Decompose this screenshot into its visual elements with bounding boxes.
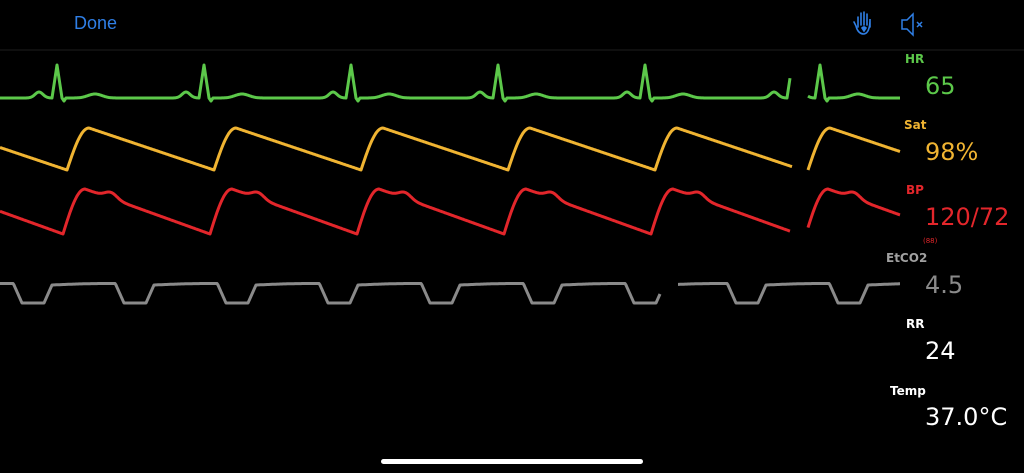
home-indicator — [381, 459, 643, 464]
temp-label: Temp — [890, 384, 926, 398]
temp-value: 37.0°C — [925, 403, 1008, 431]
hr-wave — [0, 63, 792, 103]
bp-mean: (88) — [923, 237, 938, 245]
bp-label: BP — [906, 183, 924, 197]
bp-wave — [0, 187, 791, 236]
bp-value: 120/72 — [925, 203, 1010, 231]
sat-wave — [0, 126, 793, 172]
rr-value: 24 — [925, 337, 956, 365]
sat-value: 98% — [925, 138, 979, 166]
hr-label: HR — [905, 52, 925, 66]
waveforms — [0, 63, 901, 305]
etco2-wave — [677, 282, 901, 305]
sat-wave — [806, 126, 901, 171]
bp-wave — [806, 187, 901, 229]
rr-label: RR — [906, 317, 925, 331]
mute-icon[interactable] — [901, 12, 923, 37]
done-button[interactable]: Done — [74, 13, 118, 33]
etco2-wave — [0, 282, 662, 305]
sat-label: Sat — [904, 118, 927, 132]
hand-icon[interactable] — [853, 11, 871, 35]
hr-value: 65 — [925, 72, 956, 100]
etco2-label: EtCO2 — [886, 251, 928, 265]
hr-wave — [807, 63, 901, 103]
etco2-value: 4.5 — [925, 271, 964, 299]
